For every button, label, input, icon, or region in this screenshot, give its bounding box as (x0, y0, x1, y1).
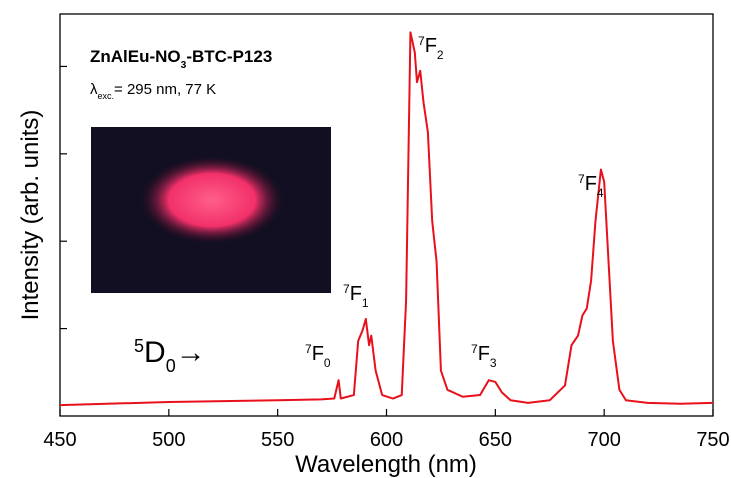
annotation-part: 3 (181, 60, 187, 71)
annotation-part: 7 (471, 342, 478, 356)
annotation-part: 2 (437, 48, 444, 62)
x-tick-label: 600 (370, 429, 403, 451)
annotation-part: → (176, 336, 206, 369)
annotation-part: F (585, 173, 597, 195)
annotation: 7F3 (471, 342, 497, 370)
photo-glow (140, 156, 284, 244)
annotation-part: = 295 nm, 77 K (114, 81, 216, 98)
annotation-part: 7 (305, 342, 312, 356)
annotation-part: F (425, 35, 437, 57)
annotation: 7F0 (305, 342, 331, 370)
y-axis-label: Intensity (arb. units) (17, 110, 44, 321)
annotation-part: 5 (134, 336, 144, 356)
annotation-part: -BTC-P123 (186, 47, 272, 66)
annotation-part: F (350, 283, 362, 305)
annotation-part: 3 (490, 356, 497, 370)
x-tick-label: 550 (261, 429, 294, 451)
annotation-part: 0 (324, 356, 331, 370)
photo-inset (91, 127, 331, 293)
annotation-part: 4 (597, 186, 604, 200)
spectrum-line (59, 31, 714, 407)
x-tick-label: 650 (479, 429, 512, 451)
annotation-part: D (144, 336, 166, 369)
annotation-part: 7 (343, 282, 350, 296)
annotation: 5D0→ (134, 336, 206, 376)
annotation-part: 7 (418, 34, 425, 48)
annotation: ZnAlEu-NO3-BTC-P123 (90, 47, 272, 71)
x-tick-label: 750 (696, 429, 729, 451)
x-tick-label: 500 (152, 429, 185, 451)
annotation: 7F4 (578, 172, 604, 200)
x-tick-label: 700 (587, 429, 620, 451)
annotation-part: 0 (166, 356, 176, 376)
annotation-part: 7 (578, 172, 585, 186)
x-tick-label: 450 (43, 429, 76, 451)
annotation-part: exc. (98, 91, 115, 101)
x-axis-label: Wavelength (nm) (295, 451, 477, 478)
annotation-part: F (312, 343, 324, 365)
annotation: 7F1 (343, 282, 369, 310)
annotation: λexc.= 295 nm, 77 K (90, 81, 216, 101)
annotation-part: λ (90, 81, 98, 98)
annotation: 7F2 (418, 34, 444, 62)
annotation-part: F (478, 343, 490, 365)
annotation-part: ZnAlEu-NO (90, 47, 181, 66)
annotation-part: 1 (362, 296, 369, 310)
